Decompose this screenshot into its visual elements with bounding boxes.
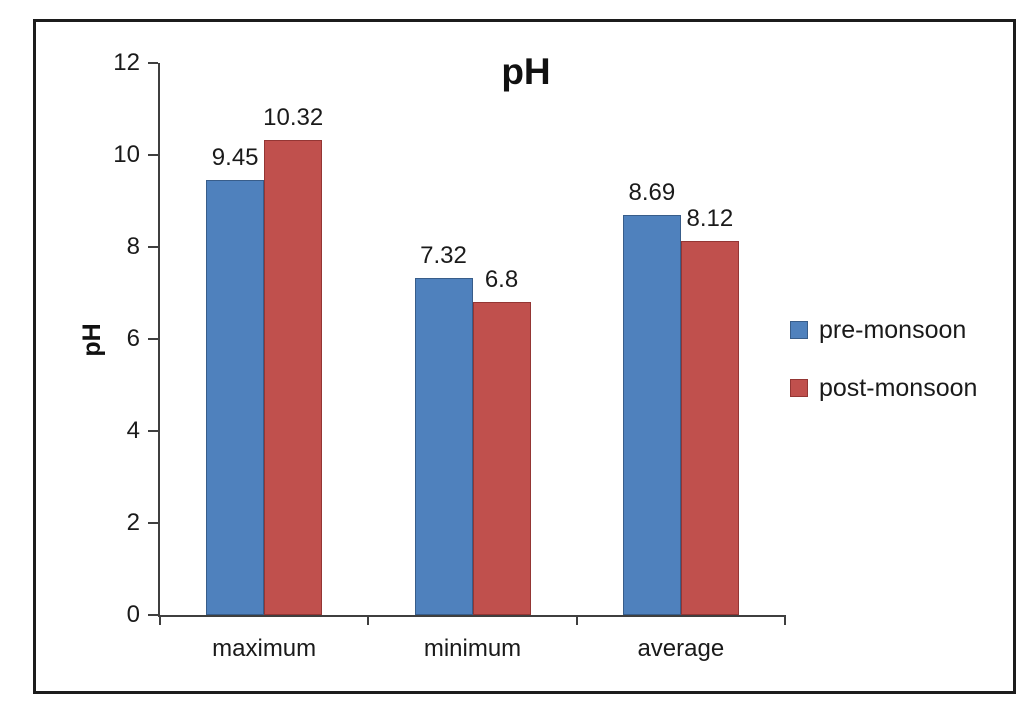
bar-pre-monsoon-average <box>622 215 681 615</box>
y-tick <box>148 614 158 616</box>
bar-post-monsoon-maximum <box>264 140 323 615</box>
bar-label-post-monsoon-minimum: 6.8 <box>484 266 519 293</box>
x-tick <box>575 615 578 625</box>
legend-item-pre-monsoon: pre-monsoon <box>790 316 966 344</box>
bar-label-pre-monsoon-average: 8.69 <box>628 179 676 206</box>
bar-post-monsoon-minimum <box>472 302 531 615</box>
legend-label: post-monsoon <box>819 373 978 402</box>
y-tick-label-2: 2 <box>126 509 140 536</box>
bar-pre-monsoon-maximum <box>206 180 265 615</box>
legend-label: pre-monsoon <box>819 315 967 344</box>
y-tick <box>148 246 158 248</box>
y-axis <box>158 63 160 617</box>
x-tick <box>784 615 786 625</box>
x-tick-label-average: average <box>637 635 725 662</box>
y-tick-label-6: 6 <box>126 325 140 352</box>
y-tick <box>148 62 158 64</box>
y-tick-label-4: 4 <box>126 417 140 444</box>
chart-frame: pH pH 0 2 4 6 8 10 12 maximum 9.45 10.32 minimum 7.… <box>33 19 1016 694</box>
legend-swatch-icon <box>790 379 808 397</box>
bar-label-pre-monsoon-maximum: 9.45 <box>211 144 259 171</box>
y-tick-label-10: 10 <box>113 141 140 168</box>
x-tick-label-maximum: maximum <box>212 635 317 662</box>
chart-title: pH <box>501 51 551 92</box>
x-tick-label-minimum: minimum <box>423 635 522 662</box>
x-tick <box>367 615 370 625</box>
bar-post-monsoon-average <box>680 241 739 615</box>
bar-label-pre-monsoon-minimum: 7.32 <box>420 242 467 269</box>
y-tick <box>148 154 158 156</box>
y-tick <box>148 522 158 524</box>
legend-item-post-monsoon: post-monsoon <box>790 374 977 402</box>
x-tick <box>159 615 161 625</box>
y-tick-label-8: 8 <box>126 233 140 260</box>
y-tick-label-0: 0 <box>126 601 140 628</box>
y-tick <box>148 430 158 432</box>
bar-pre-monsoon-minimum <box>414 278 473 615</box>
bar-label-post-monsoon-maximum: 10.32 <box>263 104 324 131</box>
x-axis <box>158 615 785 617</box>
y-tick-label-12: 12 <box>113 49 140 76</box>
bar-label-post-monsoon-average: 8.12 <box>686 205 734 232</box>
legend-swatch-icon <box>790 321 808 339</box>
y-tick <box>148 338 158 340</box>
